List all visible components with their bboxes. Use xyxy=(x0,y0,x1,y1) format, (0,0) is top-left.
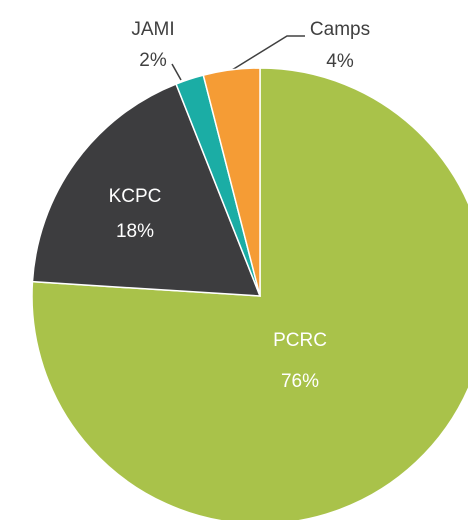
pie-slice xyxy=(31,83,262,297)
slice-label: KCPC xyxy=(109,186,162,207)
slice-label: PCRC xyxy=(273,330,327,351)
pie-slice xyxy=(202,67,261,297)
leader-line xyxy=(231,35,305,71)
value-label: 4% xyxy=(326,51,354,72)
value-label: 2% xyxy=(139,50,167,71)
value-label: 76% xyxy=(281,371,319,392)
slice-label: JAMI xyxy=(131,19,174,40)
slice-label: Camps xyxy=(310,19,370,40)
leader-line xyxy=(171,63,182,81)
value-label: 18% xyxy=(116,221,154,242)
pie-slice xyxy=(31,67,468,520)
